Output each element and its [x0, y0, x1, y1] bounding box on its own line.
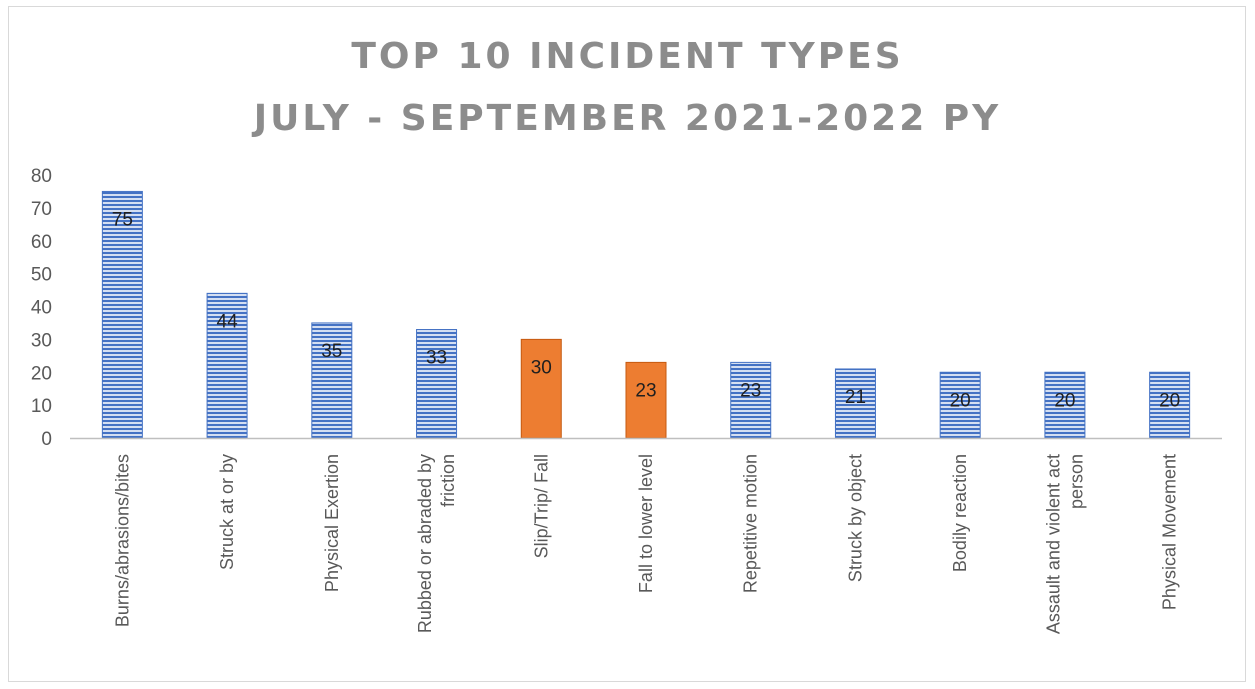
bar — [416, 329, 458, 439]
data-label: 44 — [217, 311, 239, 332]
y-tick-label: 10 — [31, 396, 52, 417]
x-category-label: Bodily reaction — [950, 454, 970, 572]
x-axis-labels: Burns/abrasions/bites Struck at or by Phys… — [112, 454, 1179, 634]
x-category-label: Burns/abrasions/bites — [112, 454, 132, 627]
bar — [206, 292, 248, 439]
x-category-label: Physical Exertion — [322, 454, 342, 592]
bar — [1044, 371, 1086, 439]
data-label: 20 — [950, 390, 971, 411]
data-label: 35 — [321, 341, 342, 362]
y-tick-label: 0 — [41, 429, 52, 450]
x-category-label: Repetitive motion — [741, 454, 761, 593]
data-label: 30 — [531, 357, 552, 378]
y-axis: 0 10 20 30 40 50 60 70 80 — [31, 166, 52, 450]
bar — [730, 361, 772, 439]
x-category-label: Assault and violent act — [1043, 454, 1063, 634]
bar — [520, 338, 562, 439]
y-tick-label: 80 — [31, 166, 52, 187]
chart-title-line-2: JULY - SEPTEMBER 2021-2022 PY — [253, 98, 1002, 139]
data-label: 33 — [426, 348, 447, 369]
x-category-label: Struck at or by — [217, 454, 237, 570]
y-tick-label: 70 — [31, 199, 52, 220]
x-category-label: person — [1066, 454, 1086, 509]
y-tick-label: 30 — [31, 330, 52, 351]
bar — [311, 322, 353, 439]
x-category-label: Struck by object — [845, 454, 865, 582]
data-label: 20 — [1054, 390, 1075, 411]
data-label: 23 — [635, 380, 656, 401]
y-tick-label: 20 — [31, 363, 52, 384]
data-labels-group: 75 44 35 33 30 23 23 21 20 20 20 — [112, 209, 1180, 411]
x-category-label: Fall to lower level — [636, 454, 656, 593]
bar — [101, 190, 143, 439]
x-category-label: Slip/Trip/ Fall — [531, 454, 551, 558]
bar — [625, 361, 667, 439]
x-category-label: Physical Movement — [1160, 454, 1180, 610]
data-label: 20 — [1159, 390, 1180, 411]
x-category-label: friction — [438, 454, 458, 507]
data-label: 21 — [845, 387, 866, 408]
bars-group — [101, 190, 1191, 439]
data-label: 23 — [740, 380, 761, 401]
bar — [939, 371, 981, 439]
data-label: 75 — [112, 209, 133, 230]
y-tick-label: 60 — [31, 232, 52, 253]
bar — [1149, 371, 1191, 439]
y-tick-label: 50 — [31, 265, 52, 286]
x-category-label: Rubbed or abraded by — [415, 454, 435, 633]
chart-title-line-1: TOP 10 INCIDENT TYPES — [351, 36, 904, 77]
y-tick-label: 40 — [31, 298, 52, 319]
